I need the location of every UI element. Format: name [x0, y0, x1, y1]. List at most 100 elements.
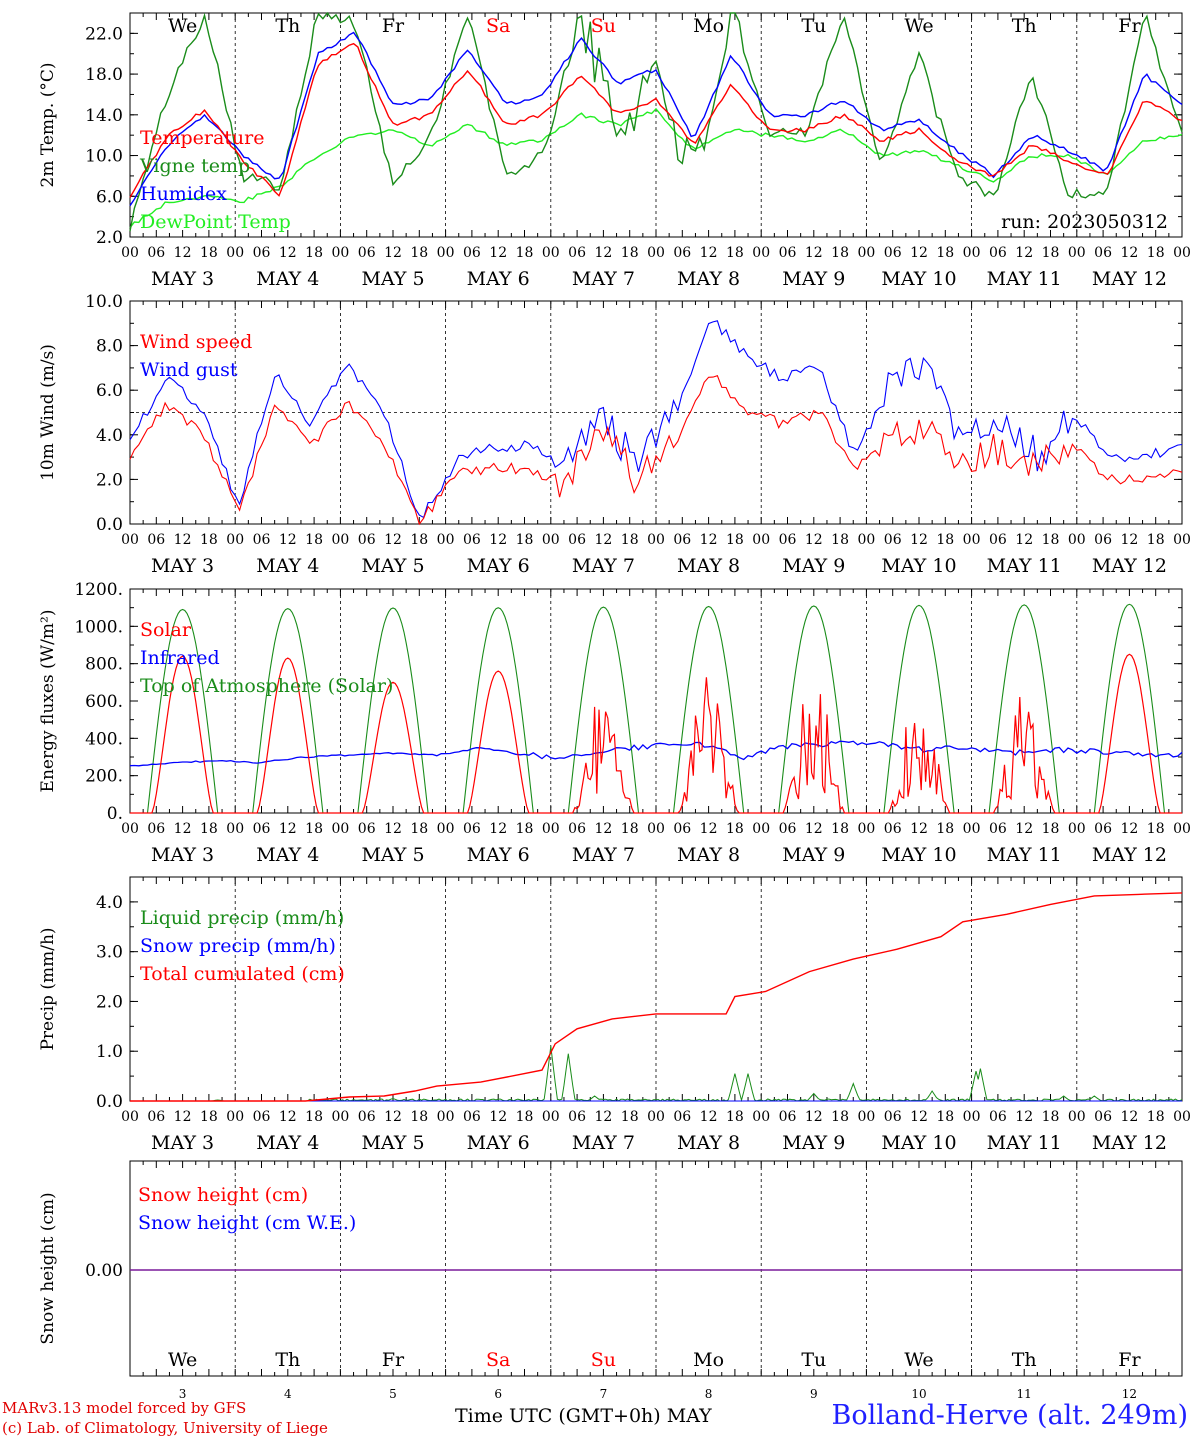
y-tick-label-0: 6.0: [96, 187, 123, 207]
y-tick-label-1: 0.0: [96, 515, 123, 535]
x-hour-label-2: 18: [305, 821, 323, 837]
x-hour-label-0: 00: [647, 245, 665, 261]
x-hour-label-0: 18: [936, 245, 954, 261]
x-date-label-3: MAY 11: [987, 1132, 1062, 1154]
x-hour-label-0: 00: [121, 245, 139, 261]
x-hour-label-2: 12: [805, 821, 823, 837]
x-hour-label-1: 18: [621, 532, 639, 548]
x-hour-label-3: 00: [542, 1109, 560, 1125]
x-date-label-2: MAY 6: [467, 844, 530, 866]
x-hour-label-3: 12: [594, 1109, 612, 1125]
x-hour-label-0: 18: [410, 245, 428, 261]
x-hour-label-2: 12: [700, 821, 718, 837]
x-hour-label-0: 12: [700, 245, 718, 261]
x-date-label-3: MAY 9: [782, 1132, 845, 1154]
x-hour-label-0: 00: [963, 245, 981, 261]
x-hour-label-3: 18: [1147, 1109, 1165, 1125]
x-hour-label-2: 00: [121, 821, 139, 837]
day-name-top: Su: [591, 15, 616, 37]
day-number-bottom: 8: [705, 1387, 713, 1400]
x-hour-label-1: 18: [831, 532, 849, 548]
x-date-label-2: MAY 10: [881, 844, 956, 866]
x-date-label-1: MAY 9: [782, 555, 845, 577]
day-name-bottom: We: [168, 1349, 197, 1371]
x-hour-label-2: 06: [463, 821, 481, 837]
x-axis-month: MAY: [666, 1405, 712, 1427]
x-hour-label-2: 18: [831, 821, 849, 837]
x-date-label-0: MAY 8: [677, 268, 740, 290]
x-date-label-3: MAY 12: [1092, 1132, 1167, 1154]
x-hour-label-1: 06: [463, 532, 481, 548]
x-hour-label-3: 00: [331, 1109, 349, 1125]
series-line-dewpoint-temp: [129, 107, 1183, 229]
x-hour-label-0: 00: [752, 245, 770, 261]
y-tick-label-1: 4.0: [96, 426, 123, 446]
legend-4-0: Snow height (cm): [138, 1184, 308, 1206]
day-name-bottom: Tu: [801, 1349, 826, 1371]
x-hour-label-3: 12: [384, 1109, 402, 1125]
y-tick-label-0: 2.0: [96, 228, 123, 248]
day-name-top: Fr: [1118, 15, 1141, 37]
x-hour-label-3: 12: [1015, 1109, 1033, 1125]
x-hour-label-0: 18: [726, 245, 744, 261]
x-hour-label-1: 06: [147, 532, 165, 548]
x-date-label-2: MAY 5: [361, 844, 424, 866]
x-date-label-3: MAY 5: [361, 1132, 424, 1154]
x-hour-label-0: 00: [542, 245, 560, 261]
y-tick-label-1: 6.0: [96, 381, 123, 401]
day-number-bottom: 4: [284, 1387, 292, 1400]
day-name-bottom: Th: [1012, 1349, 1037, 1371]
x-hour-label-3: 00: [1068, 1109, 1086, 1125]
x-hour-label-2: 00: [752, 821, 770, 837]
x-hour-label-0: 06: [568, 245, 586, 261]
x-hour-label-3: 06: [884, 1109, 902, 1125]
x-hour-label-1: 06: [358, 532, 376, 548]
x-hour-label-2: 18: [936, 821, 954, 837]
x-hour-label-1: 06: [884, 532, 902, 548]
y-axis-label-1: 10m Wind (m/s): [38, 344, 58, 481]
x-hour-label-3: 00: [647, 1109, 665, 1125]
series-line-wind-speed: [129, 375, 1183, 526]
x-hour-label-0: 06: [253, 245, 271, 261]
x-hour-label-1: 18: [516, 532, 534, 548]
x-hour-label-0: 06: [463, 245, 481, 261]
legend-2-1: Infrared: [140, 647, 220, 669]
x-hour-label-2: 06: [673, 821, 691, 837]
x-hour-label-2: 00: [226, 821, 244, 837]
y-tick-label-3: 1.0: [96, 1042, 123, 1062]
day-name-bottom: Su: [591, 1349, 616, 1371]
x-hour-label-3: 06: [989, 1109, 1007, 1125]
x-axis-title: Time UTC (GMT+0h) MAY: [455, 1405, 712, 1427]
y-tick-label-1: 2.0: [96, 470, 123, 490]
series-line-liquid-precip: [130, 1046, 1183, 1103]
x-hour-label-2: 18: [410, 821, 428, 837]
x-hour-label-1: 12: [489, 532, 507, 548]
x-hour-label-1: 12: [279, 532, 297, 548]
x-hour-label-1: 00: [647, 532, 665, 548]
x-hour-label-1: 00: [542, 532, 560, 548]
x-date-label-1: MAY 7: [572, 555, 635, 577]
x-hour-label-0: 18: [305, 245, 323, 261]
x-hour-label-0: 12: [1015, 245, 1033, 261]
day-name-top: We: [168, 15, 197, 37]
y-tick-label-1: 8.0: [96, 337, 123, 357]
x-hour-label-0: 00: [226, 245, 244, 261]
x-hour-label-1: 06: [779, 532, 797, 548]
y-tick-label-3: 4.0: [96, 893, 123, 913]
x-hour-label-2: 00: [331, 821, 349, 837]
x-date-label-2: MAY 9: [782, 844, 845, 866]
x-date-label-0: MAY 9: [782, 268, 845, 290]
day-name-top: Th: [1012, 15, 1037, 37]
x-hour-label-0: 18: [831, 245, 849, 261]
y-tick-label-2: 0.: [107, 804, 123, 824]
x-hour-label-3: 06: [463, 1109, 481, 1125]
x-hour-label-1: 18: [936, 532, 954, 548]
x-hour-label-0: 12: [279, 245, 297, 261]
x-hour-label-2: 12: [279, 821, 297, 837]
x-date-label-2: MAY 8: [677, 844, 740, 866]
x-date-label-1: MAY 12: [1092, 555, 1167, 577]
x-hour-label-2: 00: [647, 821, 665, 837]
lab-credit: (c) Lab. of Climatology, University of L…: [2, 1419, 328, 1437]
x-hour-label-1: 00: [1173, 532, 1191, 548]
x-hour-label-2: 18: [726, 821, 744, 837]
